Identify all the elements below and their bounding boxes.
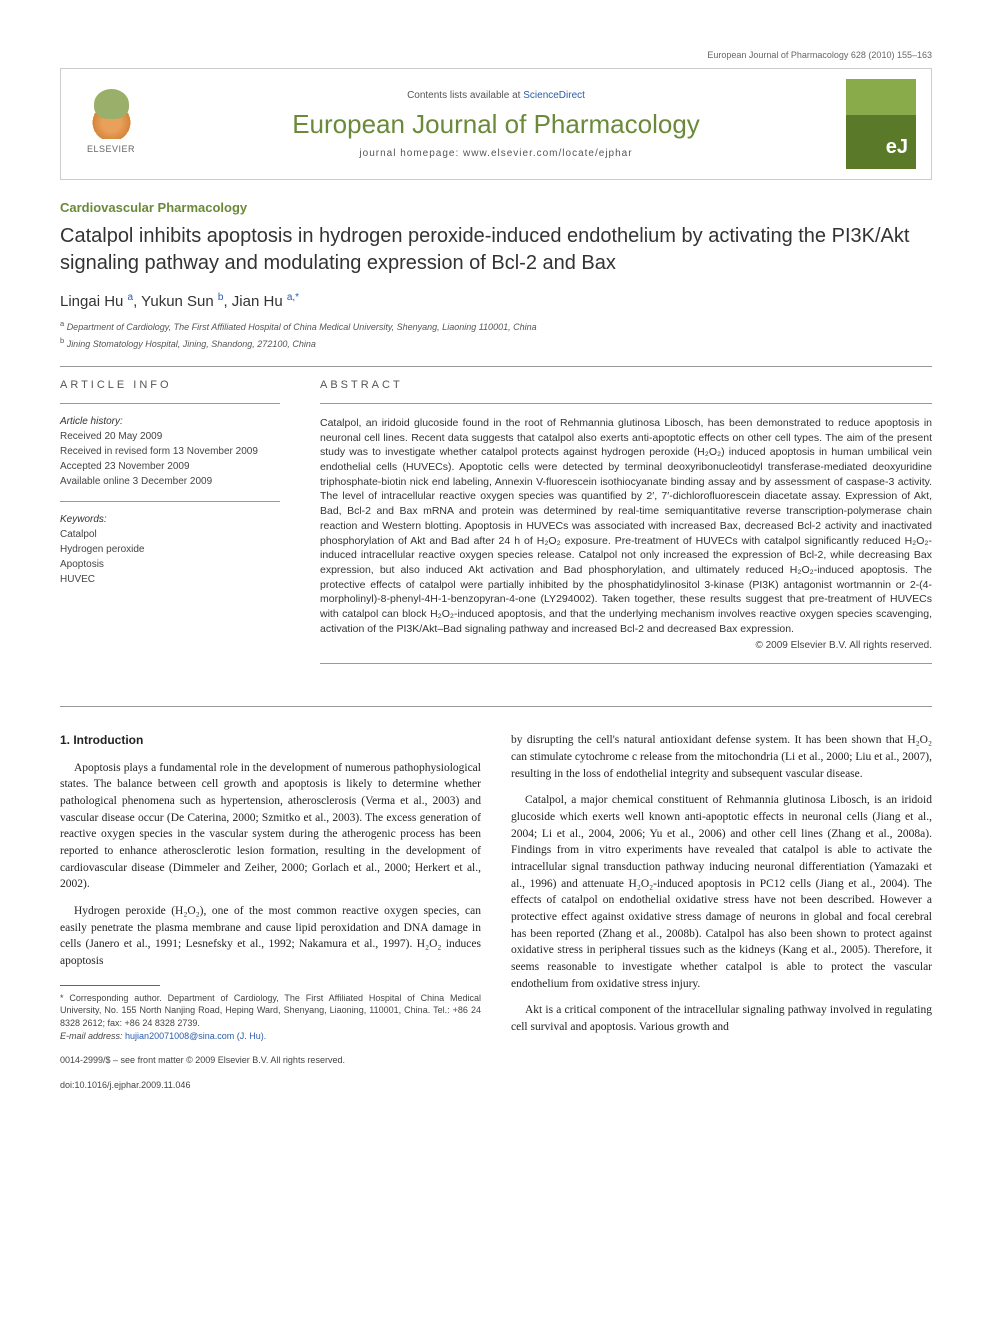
abstract-copyright: © 2009 Elsevier B.V. All rights reserved… (320, 640, 932, 651)
history-text: Received 20 May 2009 Received in revised… (60, 429, 280, 489)
doi-line2: doi:10.1016/j.ejphar.2009.11.046 (60, 1079, 481, 1092)
divider (60, 366, 932, 367)
homepage-url: www.elsevier.com/locate/ejphar (463, 148, 633, 159)
body-para: Catalpol, a major chemical constituent o… (511, 792, 932, 992)
sciencedirect-link[interactable]: ScienceDirect (523, 90, 585, 101)
contents-line: Contents lists available at ScienceDirec… (166, 90, 826, 101)
homepage-line: journal homepage: www.elsevier.com/locat… (166, 148, 826, 159)
article-title: Catalpol inhibits apoptosis in hydrogen … (60, 223, 932, 277)
divider (60, 706, 932, 707)
info-abstract-row: ARTICLE INFO Article history: Received 2… (60, 379, 932, 676)
email-footnote: E-mail address: hujian20071008@sina.com … (60, 1030, 481, 1043)
body-para: Apoptosis plays a fundamental role in th… (60, 760, 481, 893)
doi-line1: 0014-2999/$ – see front matter © 2009 El… (60, 1054, 481, 1067)
header-center: Contents lists available at ScienceDirec… (166, 90, 826, 159)
article-info-col: ARTICLE INFO Article history: Received 2… (60, 379, 280, 676)
running-head: European Journal of Pharmacology 628 (20… (60, 50, 932, 60)
body-col-right: by disrupting the cell's natural antioxi… (511, 732, 932, 1092)
affiliations: a Department of Cardiology, The First Af… (60, 318, 932, 351)
abstract-heading: ABSTRACT (320, 379, 932, 391)
email-link[interactable]: hujian20071008@sina.com (J. Hu). (125, 1031, 266, 1041)
abstract-text: Catalpol, an iridoid glucoside found in … (320, 416, 932, 636)
keywords-text: Catalpol Hydrogen peroxide Apoptosis HUV… (60, 527, 280, 587)
author-aff-a: a (128, 292, 134, 303)
divider (320, 403, 932, 404)
elsevier-tree-icon (84, 84, 139, 139)
affiliation-b: Jining Stomatology Hospital, Jining, Sha… (67, 339, 316, 349)
contents-pre: Contents lists available at (407, 90, 523, 101)
footnote-divider (60, 985, 160, 986)
keywords-label: Keywords: (60, 514, 280, 525)
author-aff-b: b (218, 292, 224, 303)
body-para: Hydrogen peroxide (H₂O₂), one of the mos… (60, 903, 481, 970)
corresponding-footnote: * Corresponding author. Department of Ca… (60, 992, 481, 1030)
elsevier-logo: ELSEVIER (76, 84, 146, 164)
authors: Lingai Hu a, Yukun Sun b, Jian Hu a,* (60, 292, 932, 310)
divider (60, 501, 280, 502)
section-label: Cardiovascular Pharmacology (60, 200, 932, 215)
affiliation-a: Department of Cardiology, The First Affi… (67, 322, 537, 332)
homepage-pre: journal homepage: (359, 148, 463, 159)
body-para: Akt is a critical component of the intra… (511, 1002, 932, 1035)
journal-cover-icon (846, 79, 916, 169)
body-columns: 1. Introduction Apoptosis plays a fundam… (60, 732, 932, 1092)
divider (60, 403, 280, 404)
abstract-col: ABSTRACT Catalpol, an iridoid glucoside … (320, 379, 932, 676)
intro-heading: 1. Introduction (60, 732, 481, 749)
article-info-heading: ARTICLE INFO (60, 379, 280, 391)
body-para: by disrupting the cell's natural antioxi… (511, 732, 932, 782)
history-label: Article history: (60, 416, 280, 427)
divider (320, 663, 932, 664)
body-col-left: 1. Introduction Apoptosis plays a fundam… (60, 732, 481, 1092)
journal-header: ELSEVIER Contents lists available at Sci… (60, 68, 932, 180)
publisher-name: ELSEVIER (87, 144, 135, 154)
email-label: E-mail address: (60, 1031, 123, 1041)
journal-name: European Journal of Pharmacology (166, 109, 826, 140)
author-aff-corr: a,* (287, 292, 299, 303)
